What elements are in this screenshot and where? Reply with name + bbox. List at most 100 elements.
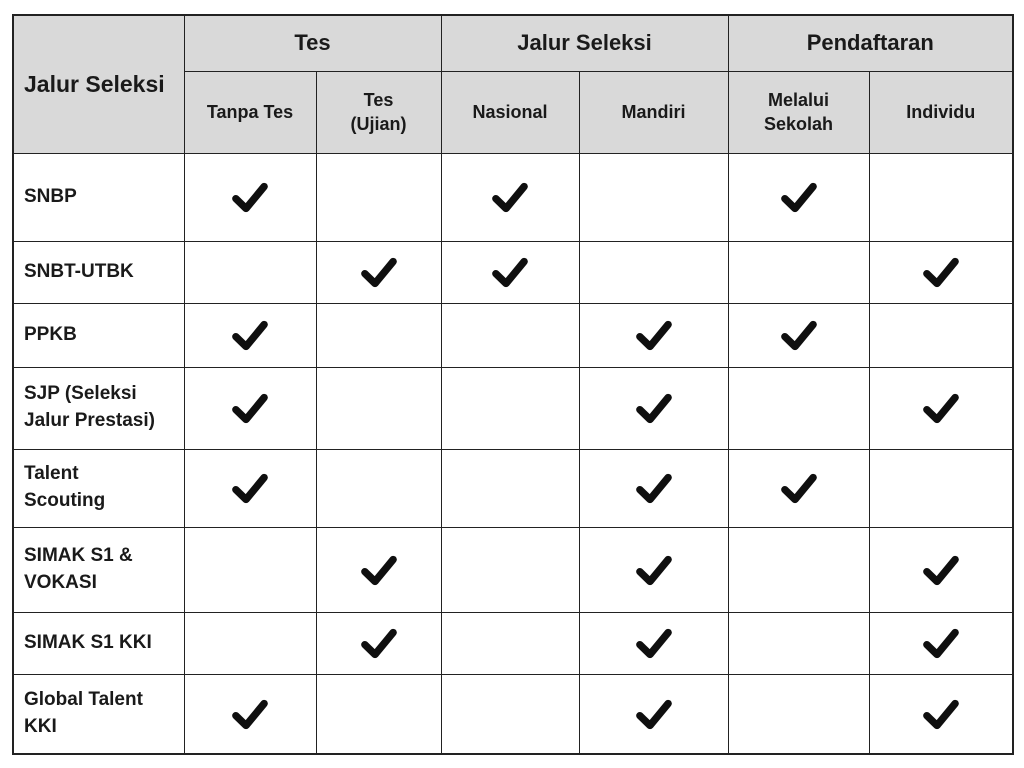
- check-cell: [183, 302, 317, 368]
- empty-cell: [315, 448, 442, 528]
- check-cell: [727, 152, 870, 242]
- column-header-mandiri: Mandiri: [578, 70, 729, 154]
- checkmark-icon: [360, 257, 397, 288]
- check-cell: [868, 240, 1014, 304]
- checkmark-icon: [232, 393, 268, 424]
- group-header-row: Jalur Seleksi Tes Jalur Seleksi Pendafta…: [12, 14, 1014, 154]
- checkmark-icon: [922, 699, 959, 729]
- checkmark-icon: [635, 393, 672, 424]
- checkmark-icon: [635, 555, 672, 585]
- empty-cell: [578, 240, 729, 304]
- empty-cell: [315, 366, 442, 450]
- selection-paths-table: Jalur Seleksi Tes Jalur Seleksi Pendafta…: [12, 14, 1015, 755]
- check-cell: [578, 448, 729, 528]
- table-body: SNBP SNBT-UTBK PPKB SJP (Seleksi Jalur Pres…: [12, 152, 1014, 755]
- checkmark-icon: [232, 182, 268, 213]
- check-cell: [578, 366, 729, 450]
- empty-cell: [315, 152, 442, 242]
- column-header-individu: Individu: [868, 70, 1014, 154]
- empty-cell: [440, 673, 580, 755]
- sub-header-row: Tanpa Tes Tes (Ujian) Nasional Mandiri M…: [13, 70, 1014, 154]
- table-row: SIMAK S1 KKI: [12, 611, 1014, 675]
- empty-cell: [315, 302, 442, 368]
- table-row: SNBT-UTBK: [12, 240, 1014, 304]
- check-cell: [183, 673, 317, 755]
- checkmark-icon: [232, 320, 268, 351]
- check-cell: [315, 611, 442, 675]
- empty-cell: [727, 673, 870, 755]
- check-cell: [578, 526, 729, 613]
- row-label: SNBP: [12, 152, 185, 242]
- empty-cell: [578, 152, 729, 242]
- check-cell: [868, 611, 1014, 675]
- checkmark-icon: [492, 257, 528, 288]
- checkmark-icon: [780, 182, 817, 213]
- table-row: Talent Scouting: [12, 448, 1014, 528]
- empty-cell: [440, 526, 580, 613]
- checkmark-icon: [635, 320, 672, 351]
- empty-cell: [868, 448, 1014, 528]
- row-label: SIMAK S1 & VOKASI: [12, 526, 185, 613]
- empty-cell: [440, 448, 580, 528]
- row-label: PPKB: [12, 302, 185, 368]
- check-cell: [183, 366, 317, 450]
- check-cell: [440, 240, 580, 304]
- empty-cell: [727, 240, 870, 304]
- empty-cell: [183, 611, 317, 675]
- row-label: SNBT-UTBK: [12, 240, 185, 304]
- empty-cell: [868, 302, 1014, 368]
- empty-cell: [183, 240, 317, 304]
- check-cell: [440, 152, 580, 242]
- empty-cell: [183, 526, 317, 613]
- check-cell: [315, 240, 442, 304]
- check-cell: [868, 673, 1014, 755]
- empty-cell: [727, 526, 870, 613]
- row-label: SIMAK S1 KKI: [12, 611, 185, 675]
- column-header-nasional: Nasional: [440, 70, 580, 154]
- check-cell: [578, 302, 729, 368]
- checkmark-icon: [922, 393, 959, 424]
- empty-cell: [868, 152, 1014, 242]
- empty-cell: [440, 611, 580, 675]
- empty-cell: [727, 366, 870, 450]
- table-header: Jalur Seleksi Tes Jalur Seleksi Pendafta…: [12, 14, 1014, 154]
- checkmark-icon: [635, 628, 672, 659]
- checkmark-icon: [232, 473, 268, 504]
- group-header-jalur-seleksi: Jalur Seleksi: [440, 14, 729, 72]
- table-row: Global Talent KKI: [12, 673, 1014, 755]
- check-cell: [183, 152, 317, 242]
- check-cell: [868, 526, 1014, 613]
- group-header-tes: Tes: [183, 14, 442, 72]
- table-row: SIMAK S1 & VOKASI: [12, 526, 1014, 613]
- check-cell: [578, 611, 729, 675]
- check-cell: [315, 526, 442, 613]
- check-cell: [868, 366, 1014, 450]
- checkmark-icon: [360, 555, 397, 585]
- checkmark-icon: [922, 257, 959, 288]
- empty-cell: [727, 611, 870, 675]
- checkmark-icon: [635, 473, 672, 504]
- checkmark-icon: [492, 182, 528, 213]
- checkmark-icon: [360, 628, 397, 659]
- check-cell: [578, 673, 729, 755]
- empty-cell: [315, 673, 442, 755]
- checkmark-icon: [780, 473, 817, 504]
- table-row: SJP (Seleksi Jalur Prestasi): [12, 366, 1014, 450]
- row-label: Global Talent KKI: [12, 673, 185, 755]
- corner-header-jalur-seleksi: Jalur Seleksi: [12, 14, 185, 154]
- column-header-tanpa-tes: Tanpa Tes: [183, 70, 317, 154]
- checkmark-icon: [922, 628, 959, 659]
- checkmark-icon: [922, 555, 959, 585]
- checkmark-icon: [635, 699, 672, 729]
- table-row: SNBP: [12, 152, 1014, 242]
- group-header-pendaftaran: Pendaftaran: [727, 14, 1014, 72]
- column-header-tes-ujian: Tes (Ujian): [315, 70, 442, 154]
- row-label: SJP (Seleksi Jalur Prestasi): [12, 366, 185, 450]
- check-cell: [727, 448, 870, 528]
- empty-cell: [440, 366, 580, 450]
- checkmark-icon: [232, 699, 268, 729]
- empty-cell: [440, 302, 580, 368]
- row-label: Talent Scouting: [12, 448, 185, 528]
- column-header-melalui-sekolah: Melalui Sekolah: [727, 70, 870, 154]
